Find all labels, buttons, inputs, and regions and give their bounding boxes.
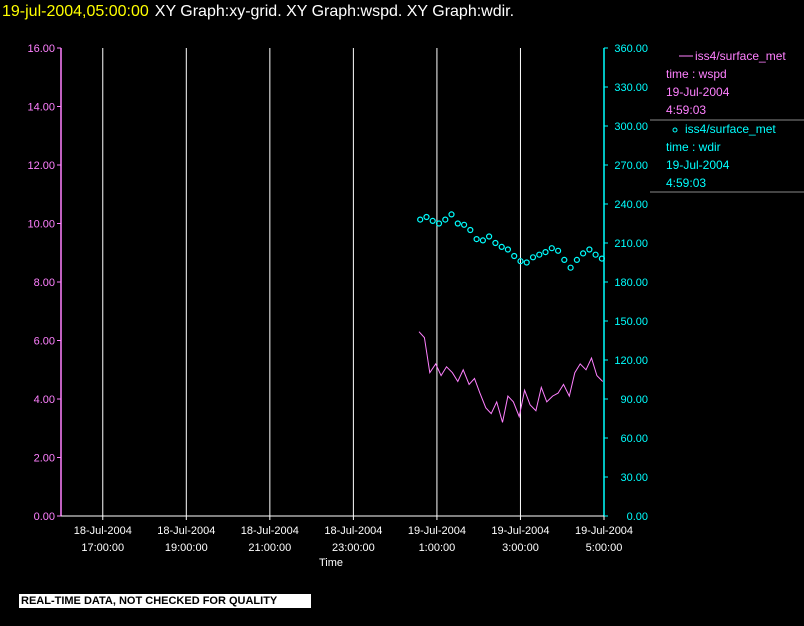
left-tick-label: 10.00 (27, 219, 55, 231)
legend-wdir-line-3: 4:59:03 (666, 176, 706, 190)
x-tick-date: 18-Jul-2004 (324, 525, 382, 537)
wdir-point (467, 226, 474, 234)
x-tick-date: 19-Jul-2004 (408, 525, 466, 537)
legend-wspd-line-2: 19-Jul-2004 (666, 85, 730, 99)
grid-layer (102, 48, 521, 516)
x-tick-time: 5:00:00 (586, 542, 623, 554)
right-tick-label: 0.00 (627, 511, 648, 523)
wdir-point (448, 211, 455, 218)
right-tick-label: 210.00 (614, 238, 648, 250)
series-layer (417, 211, 606, 423)
wdir-point (417, 216, 424, 223)
legend-wspd-line-3: 4:59:03 (666, 103, 706, 117)
left-tick-label: 6.00 (34, 336, 55, 348)
legend-wdir-name: iss4/surface_met (685, 122, 776, 136)
left-ticks: 0.00 2.00 4.00 6.00 8.00 10.00 12.00 14.00 16.00 (27, 43, 61, 523)
left-tick-label: 12.00 (27, 160, 55, 172)
x-tick-date: 19-Jul-2004 (491, 525, 549, 537)
legend-wdir-line-2: 19-Jul-2004 (666, 158, 730, 172)
wdir-point (548, 245, 555, 252)
wdir-point (536, 251, 543, 258)
wdir-point (598, 255, 606, 262)
right-tick-label: 90.00 (620, 394, 648, 406)
right-tick-label: 60.00 (620, 433, 648, 445)
x-tick-time: 3:00:00 (502, 542, 539, 554)
title-bar: 19-jul-2004,05:00:00 XY Graph:xy-grid. XY… (0, 0, 804, 24)
right-tick-label: 360.00 (614, 43, 648, 55)
legend-wspd-name: iss4/surface_met (695, 49, 786, 63)
legend: iss4/surface_met time : wspd 19-Jul-2004… (650, 49, 804, 193)
right-tick-label: 30.00 (620, 472, 648, 484)
right-tick-label: 240.00 (614, 199, 648, 211)
right-tick-label: 330.00 (614, 82, 648, 94)
x-tick-time: 21:00:00 (248, 542, 291, 554)
right-tick-label: 150.00 (614, 316, 648, 328)
wdir-point (429, 217, 436, 224)
wdir-point (461, 221, 468, 228)
wdir-point (523, 259, 530, 266)
wdir-point (442, 216, 449, 223)
x-tick-date: 18-Jul-2004 (157, 525, 215, 537)
x-tick-time: 17:00:00 (81, 542, 124, 554)
wdir-point (423, 213, 430, 221)
wdir-point (554, 247, 562, 254)
wdir-point (479, 237, 486, 244)
quality-notice: REAL-TIME DATA, NOT CHECKED FOR QUALITY (19, 594, 311, 608)
right-tick-label: 270.00 (614, 160, 648, 172)
header-time: 19-jul-2004,05:00:00 (2, 3, 149, 20)
left-tick-label: 0.00 (34, 511, 55, 523)
x-ticks: 18-Jul-2004 17:00:00 18-Jul-2004 19:00:00 18… (74, 516, 633, 554)
wdir-point (511, 252, 518, 260)
wdir-point (454, 220, 461, 227)
x-axis-label: Time (319, 557, 343, 569)
legend-wdir-line-1: time : wdir (666, 140, 721, 154)
wspd-line (418, 331, 604, 423)
left-tick-label: 14.00 (27, 102, 55, 114)
left-tick-label: 2.00 (34, 453, 55, 465)
wdir-point (579, 250, 587, 257)
wdir-point (517, 258, 524, 265)
left-tick-label: 16.00 (27, 43, 55, 55)
legend-wdir-swatch (672, 127, 678, 133)
wdir-point (542, 249, 549, 256)
legend-wspd-line-1: time : wspd (666, 67, 727, 81)
wdir-point (573, 256, 581, 263)
left-tick-label: 8.00 (34, 277, 55, 289)
right-ticks: 0.00 30.00 60.00 90.00 120.00 150.00 180.00 210… (604, 43, 648, 523)
x-tick-date: 19-Jul-2004 (575, 525, 633, 537)
x-tick-time: 1:00:00 (419, 542, 456, 554)
right-tick-label: 180.00 (614, 277, 648, 289)
wdir-point (592, 251, 599, 258)
axes-layer (60, 48, 605, 517)
x-tick-date: 18-Jul-2004 (74, 525, 132, 537)
x-tick-time: 19:00:00 (165, 542, 208, 554)
wdir-point (567, 264, 574, 271)
right-tick-label: 300.00 (614, 121, 648, 133)
x-tick-time: 23:00:00 (332, 542, 375, 554)
wdir-point (492, 239, 499, 247)
left-tick-label: 4.00 (34, 394, 55, 406)
x-tick-date: 18-Jul-2004 (241, 525, 299, 537)
wdir-point (498, 243, 505, 250)
wdir-point (435, 220, 443, 227)
wdir-point (561, 256, 568, 263)
wdir-point (529, 254, 537, 261)
wdir-point (473, 236, 480, 243)
header-graphs: XY Graph:xy-grid. XY Graph:wspd. XY Grap… (154, 3, 515, 20)
right-tick-label: 120.00 (614, 355, 648, 367)
wdir-point (504, 246, 511, 253)
wdir-point (486, 233, 493, 240)
wdir-point (586, 246, 593, 253)
